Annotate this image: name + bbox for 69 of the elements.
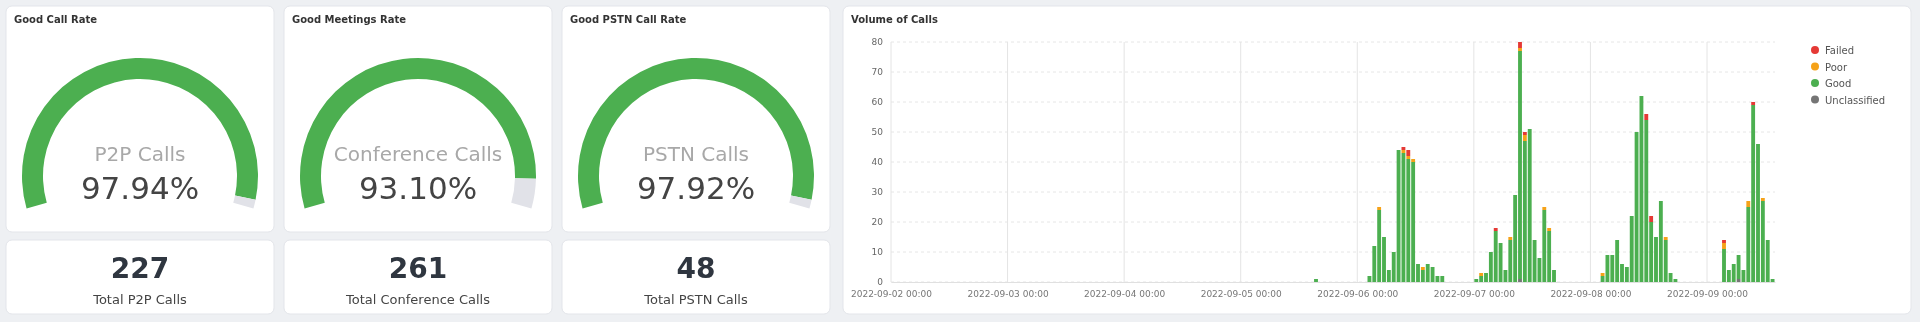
legend-label: Good [1825,78,1852,89]
y-tick-label: 40 [871,157,884,168]
bar [1440,276,1445,282]
bar [1377,207,1382,210]
legend-label: Unclassified [1825,94,1886,106]
legend-label: Failed [1825,45,1855,56]
slice-label: P2P Calls [94,142,186,166]
bar [1542,210,1547,282]
x-tick-label: 2022-09-05 00:00 [1200,289,1283,300]
bar [1760,198,1765,201]
x-tick-label: 2022-09-02 00:00 [850,289,933,300]
x-tick-label: 2022-09-03 00:00 [967,289,1049,300]
bar [1649,216,1654,222]
bar [1518,279,1522,282]
x-tick-label: 2022-09-04 00:00 [1084,289,1166,300]
bar [1314,279,1318,282]
bar [1518,48,1522,51]
slice-label: PSTN Calls [642,142,750,166]
bar [1736,279,1741,282]
category-label: Total Conference Calls [345,292,491,307]
data-label: 48 [676,252,716,285]
x-tick-label: 2022-09-06 00:00 [1317,289,1399,300]
bar [1430,267,1435,282]
chart-title: Good Meetings Rate [292,14,407,25]
bar [1406,150,1411,156]
bar [1522,135,1527,141]
y-tick-label: 30 [871,187,884,198]
bar [1746,201,1751,207]
bar [1406,156,1411,159]
chart-title: Good PSTN Call Rate [570,14,687,25]
data-label: 227 [110,252,170,285]
data-label: 97.94% [80,170,200,206]
chart-title: Good Call Rate [14,14,98,25]
y-tick-label: 0 [877,277,884,288]
slice-label: Conference Calls [333,142,503,166]
bar [1547,228,1552,231]
bar [1736,255,1741,279]
category-label: Total PSTN Calls [643,292,748,307]
y-tick-label: 60 [871,97,884,108]
legend-label: Poor [1825,61,1848,73]
data-label: 97.92% [636,170,756,206]
bar [1722,243,1726,249]
bar [1508,237,1513,240]
bar [1522,132,1527,135]
bar [1420,267,1425,270]
bar [1663,237,1668,240]
bar [1396,150,1401,282]
x-tick-label: 2022-09-09 00:00 [1666,289,1749,300]
x-tick-label: 2022-09-07 00:00 [1433,289,1516,300]
y-tick-label: 20 [871,217,884,228]
bar [1644,114,1649,120]
x-tick-label: 2022-09-08 00:00 [1550,289,1632,300]
chart-title: Volume of Calls [851,14,938,25]
bar [1722,240,1726,243]
bar [1518,42,1522,48]
y-tick-label: 10 [871,247,884,258]
bar [1751,102,1756,105]
bar [1542,207,1547,210]
bar [1493,228,1498,231]
bar [1479,273,1484,276]
bar [1474,279,1479,282]
data-label: 93.10% [358,170,478,206]
category-label: Total P2P Calls [92,292,188,307]
bar [1600,273,1605,276]
data-label: 261 [388,252,448,285]
y-tick-label: 80 [871,37,884,48]
y-tick-label: 70 [871,67,884,78]
y-tick-label: 50 [871,127,884,138]
bar [1411,159,1416,162]
